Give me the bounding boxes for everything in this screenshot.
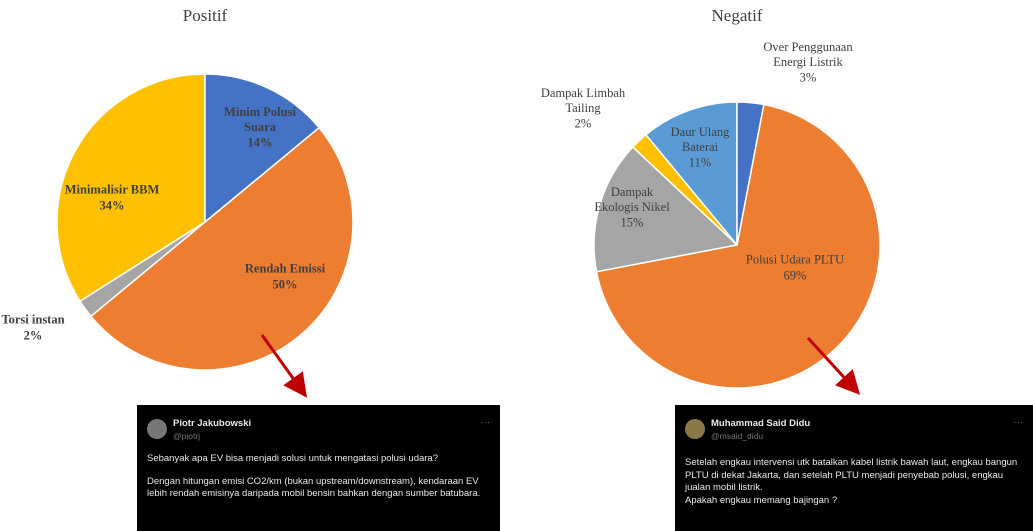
tweet: Piotr Jakubowski @piotrj ··· Sebanyak ap… xyxy=(137,405,500,531)
paragraph: Sebanyak apa EV bisa menjadi solusi untu… xyxy=(147,453,488,466)
value-label: 11% xyxy=(665,156,735,171)
slice-label: Over Penggunaan Energi Listrik xyxy=(748,40,868,70)
value-label: 34% xyxy=(52,198,172,213)
tweet-handle: @msaid_didu xyxy=(711,431,763,441)
value-label: 69% xyxy=(730,268,860,283)
paragraph: Apakah engkau memang bajingan ? xyxy=(685,495,1021,508)
value-label: 15% xyxy=(592,216,672,231)
slice-label: Dampak Ekologis Nikel xyxy=(592,185,672,215)
value-label: 2% xyxy=(0,328,68,343)
slice-label: Daur Ulang Baterai xyxy=(665,125,735,155)
tweet-text: Sebanyak apa EV bisa menjadi solusi untu… xyxy=(147,453,488,511)
tweet-handle: @piotrj xyxy=(173,431,200,441)
tweet-author: Piotr Jakubowski xyxy=(173,418,251,429)
tweet-text: Setelah engkau intervensi utk batalkan k… xyxy=(685,457,1021,517)
slice-label: Minimalisir BBM xyxy=(52,183,172,198)
tweet-author: Muhammad Said Didu xyxy=(711,418,810,429)
value-label: 50% xyxy=(230,277,340,292)
slice-label: Torsi instan xyxy=(0,313,68,328)
slice-label: Minim Polusi Suara xyxy=(215,105,305,135)
chart-title: Negatif xyxy=(637,6,837,26)
more-icon: ··· xyxy=(481,417,491,428)
paragraph: Dengan hitungan emisi CO2/km (bukan upst… xyxy=(147,476,488,501)
slice-label: Rendah Emissi xyxy=(230,262,340,277)
slice-label: Polusi Udara PLTU xyxy=(730,253,860,268)
value-label: 14% xyxy=(215,136,305,151)
avatar xyxy=(147,419,167,439)
chart-title: Positif xyxy=(105,6,305,26)
tweet: Muhammad Said Didu @msaid_didu ··· Setel… xyxy=(675,405,1033,531)
value-label: 2% xyxy=(533,117,633,132)
paragraph: Setelah engkau intervensi utk batalkan k… xyxy=(685,457,1021,495)
more-icon: ··· xyxy=(1014,417,1024,428)
avatar xyxy=(685,419,705,439)
value-label: 3% xyxy=(748,71,868,86)
slice-label: Dampak Limbah Tailing xyxy=(533,86,633,116)
page: Positif Negatif Piotr Jakubowski @piotrj… xyxy=(0,0,1033,531)
